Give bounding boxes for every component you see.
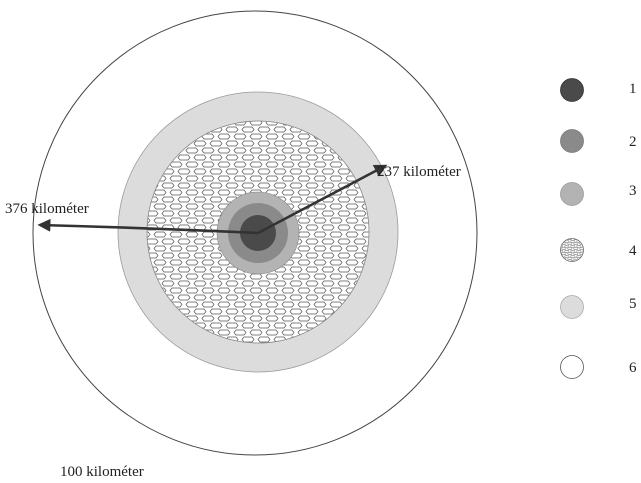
legend-swatch: [560, 295, 584, 319]
arrow-376km: [37, 218, 259, 235]
legend-number: 5: [629, 296, 637, 312]
legend-number: 1: [629, 81, 637, 97]
legend-item: 2: [560, 129, 637, 153]
legend-item: 5: [560, 295, 637, 319]
label-100km: 100 kilométer: [60, 464, 144, 480]
legend-swatch: [560, 355, 584, 379]
label-376km: 376 kilométer: [5, 201, 89, 217]
legend-item: 3: [560, 182, 637, 206]
legend-item: 4: [560, 238, 637, 262]
arrow-237km: [257, 164, 388, 235]
legend-swatch: [560, 182, 584, 206]
legend-item: 6: [560, 355, 637, 379]
legend-number: 3: [629, 183, 637, 199]
legend-number: 4: [629, 243, 637, 259]
label-237km: 237 kilométer: [377, 164, 461, 180]
legend-number: 2: [629, 134, 637, 150]
legend-swatch-hatch: [561, 239, 583, 261]
legend-swatch: [560, 78, 584, 102]
legend: 1 2 3 4 5 6: [560, 78, 637, 379]
legend-number: 6: [629, 360, 637, 376]
radius-arrows: [37, 164, 388, 235]
legend-item: 1: [560, 78, 637, 102]
legend-swatch: [560, 129, 584, 153]
